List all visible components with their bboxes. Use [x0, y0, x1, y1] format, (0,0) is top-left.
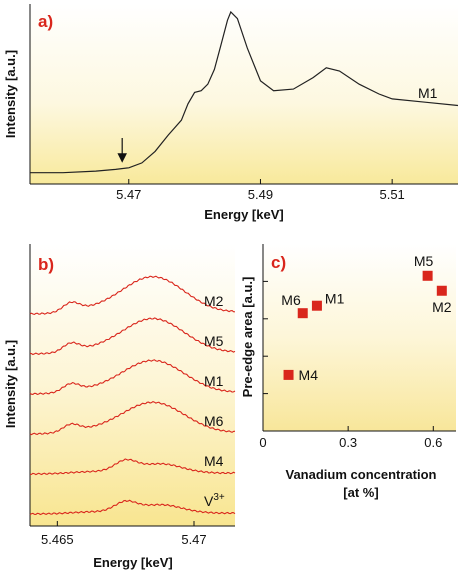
- panel-c-point-marker: [436, 285, 447, 296]
- panel-b-series-labels: M2 M5 M1 M6 M4 V3+: [204, 293, 225, 509]
- panel-c-point-label: M6: [281, 292, 301, 308]
- panel-b-series-label-base: V: [204, 493, 214, 509]
- panel-c-ticks: 0 0.3 0.6: [259, 280, 442, 450]
- panel-b-label: b): [38, 255, 54, 274]
- panel-c-x-tick-label: 0: [259, 435, 266, 450]
- panel-c-point-label: M4: [299, 367, 319, 383]
- panel-a-x-tick-label: 5.47: [116, 187, 141, 202]
- panel-b-series-label: M4: [204, 453, 224, 469]
- panel-a-y-axis-title: Intensity [a.u.]: [3, 50, 18, 138]
- panel-b-series-label-sup: 3+: [213, 492, 225, 503]
- panel-a-plot-area: [30, 4, 458, 184]
- panel-c-label: c): [271, 253, 286, 272]
- panel-a-ticks: 5.47 5.49 5.51: [116, 179, 405, 202]
- panel-c-point-label: M2: [432, 299, 452, 315]
- panel-b-y-axis-title: Intensity [a.u.]: [3, 340, 18, 428]
- panel-b-plot-area: [30, 244, 235, 526]
- panel-b-series-label: M6: [204, 413, 224, 429]
- panel-a: 5.47 5.49 5.51 a) M1 Energy [keV] Intensit…: [3, 4, 459, 222]
- panel-a-series-label: M1: [418, 85, 438, 101]
- panel-a-label: a): [38, 12, 53, 31]
- panel-b-x-axis-title: Energy [keV]: [93, 555, 172, 570]
- panel-b-series-label: M1: [204, 373, 224, 389]
- panel-a-x-tick-label: 5.51: [379, 187, 404, 202]
- panel-c-y-axis-title: Pre-edge area [a.u.]: [240, 277, 255, 398]
- panel-a-x-axis-title: Energy [keV]: [204, 207, 283, 222]
- panel-b-series-label: M5: [204, 333, 224, 349]
- panel-c-x-tick-label: 0.3: [339, 435, 357, 450]
- panel-c: 0 0.3 0.6 M4 M6 M1 M5 M2 c) Vanadium concentra…: [240, 244, 456, 500]
- panel-a-x-tick-label: 5.49: [248, 187, 273, 202]
- panel-b-trace: [29, 359, 236, 395]
- panel-c-point-label: M5: [414, 253, 434, 269]
- panel-a-trace-m1: [30, 10, 459, 174]
- panel-b-series-label: M2: [204, 293, 224, 309]
- panel-c-point-marker: [422, 270, 433, 281]
- panel-c-x-axis-title-line1: Vanadium concentration: [286, 467, 437, 482]
- panel-c-point-marker: [283, 369, 294, 380]
- panel-b-x-tick-label: 5.47: [181, 532, 206, 547]
- panel-b-ticks: 5.465 5.47: [41, 521, 207, 547]
- panel-c-x-tick-label: 0.6: [424, 435, 442, 450]
- panel-c-x-axis-title-line2: [at %]: [343, 485, 378, 500]
- panel-b-trace: [29, 317, 236, 356]
- panel-b-trace: [29, 499, 236, 516]
- panel-b-trace: [29, 458, 236, 476]
- panel-b-series-label: V3+: [204, 492, 225, 509]
- panel-c-point-marker: [311, 300, 322, 311]
- panel-b-x-tick-label: 5.465: [41, 532, 74, 547]
- panel-b-trace: [29, 400, 236, 436]
- panel-c-point-marker: [297, 308, 308, 319]
- panel-c-point-label: M1: [325, 291, 345, 307]
- panel-b-traces: [29, 275, 236, 516]
- panel-b-trace: [29, 275, 236, 315]
- panel-c-points: M4 M6 M1 M5 M2: [281, 253, 451, 383]
